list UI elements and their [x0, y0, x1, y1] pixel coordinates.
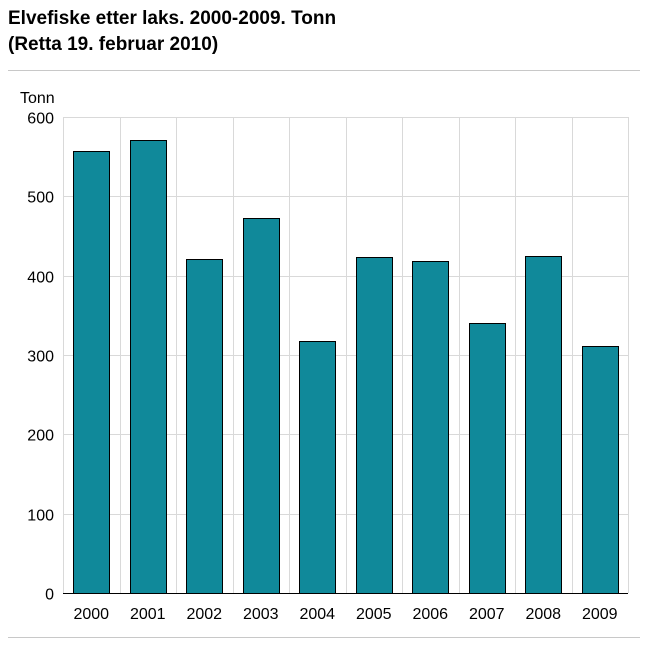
- bar-2005: [356, 257, 393, 594]
- bar-2008: [525, 256, 562, 594]
- x-tick-label: 2001: [130, 606, 166, 623]
- chart-bars: [73, 140, 619, 594]
- bar-2000: [73, 151, 110, 594]
- x-tick-label: 2004: [299, 606, 335, 623]
- x-tick-label: 2002: [186, 606, 222, 623]
- bar-2001: [130, 140, 167, 594]
- x-tick-label: 2009: [582, 606, 618, 623]
- bar-2006: [412, 261, 449, 594]
- y-tick-label: 600: [27, 111, 54, 128]
- chart-title-line: Elvefiske etter laks. 2000-2009. Tonn: [8, 8, 337, 29]
- chart-title: Elvefiske etter laks. 2000-2009. Tonn (R…: [8, 6, 336, 58]
- x-tick-label: 2008: [525, 606, 561, 623]
- y-axis-ticks: 0 100 200 300 400 500 600: [27, 111, 54, 604]
- title-divider: [8, 70, 640, 71]
- x-tick-label: 2006: [412, 606, 448, 623]
- y-tick-label: 400: [27, 270, 54, 287]
- x-tick-label: 2000: [73, 606, 109, 623]
- bar-2002: [186, 259, 223, 594]
- bar-2007: [469, 323, 506, 594]
- x-axis-ticks: 2000 2001 2002 2003 2004 2005 2006 2007 2008 2009: [73, 606, 617, 623]
- y-tick-label: 0: [45, 587, 54, 604]
- x-tick-label: 2003: [243, 606, 279, 623]
- x-tick-label: 2005: [356, 606, 392, 623]
- chart-subtitle-line: (Retta 19. februar 2010): [8, 34, 219, 55]
- y-axis-unit-label: Tonn: [20, 90, 55, 107]
- y-tick-label: 500: [27, 190, 54, 207]
- y-tick-label: 300: [27, 349, 54, 366]
- y-tick-label: 200: [27, 428, 54, 445]
- x-tick-label: 2007: [469, 606, 505, 623]
- bar-2003: [243, 218, 280, 594]
- bar-2009: [582, 346, 619, 594]
- footer-divider: [8, 637, 640, 638]
- bar-2004: [299, 341, 336, 594]
- y-tick-label: 100: [27, 508, 54, 525]
